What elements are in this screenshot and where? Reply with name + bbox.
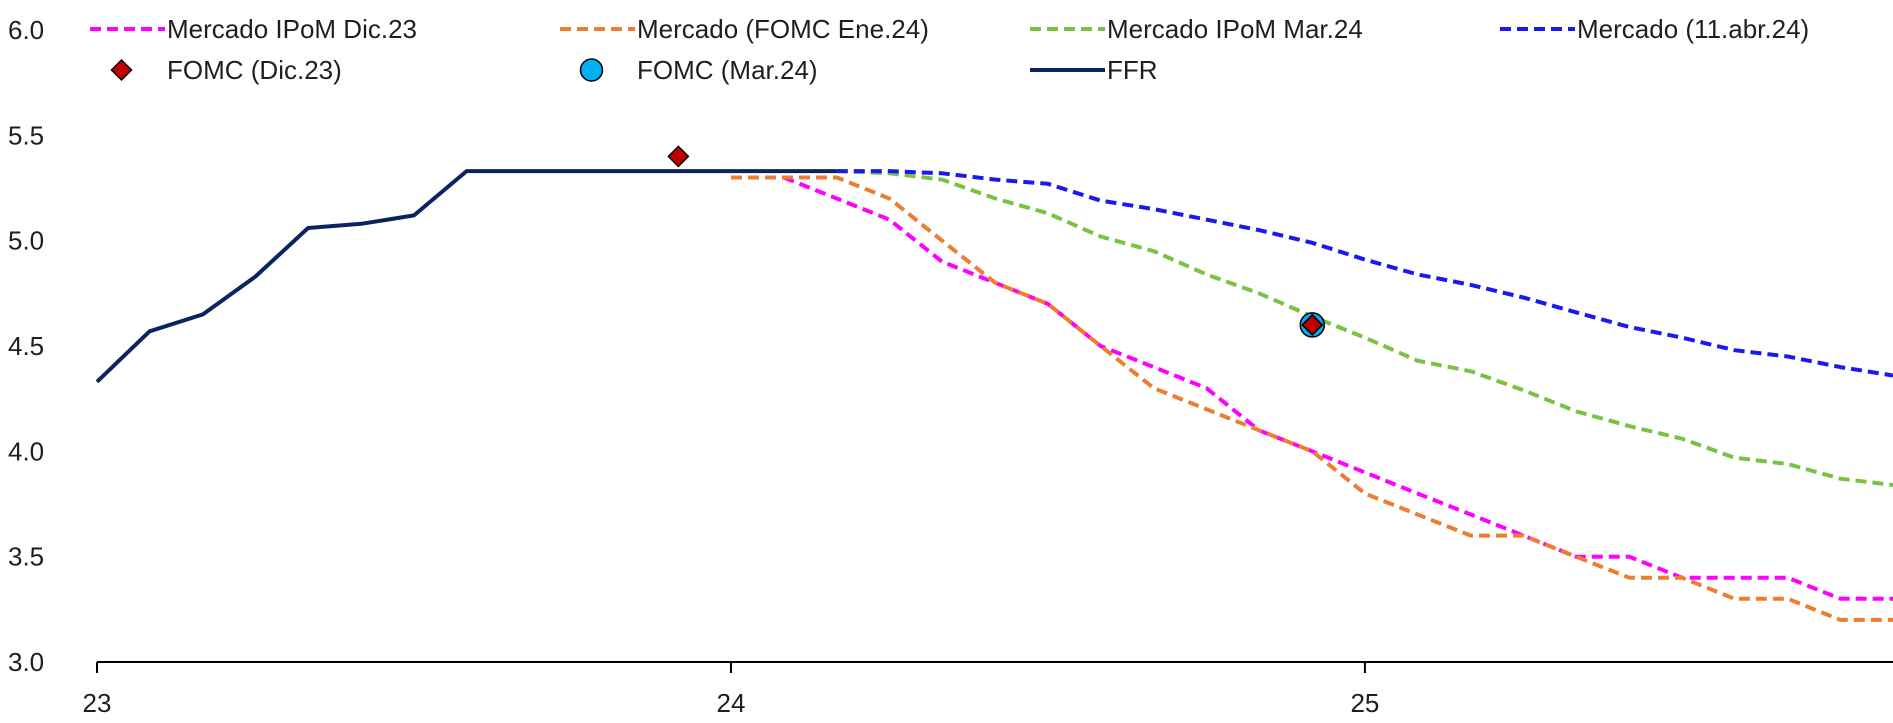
series-line-mercado-ipom-dic-23 bbox=[782, 175, 1893, 601]
marker-fomc-dic-23 bbox=[667, 145, 690, 168]
x-tick-label: 25 bbox=[1350, 688, 1379, 718]
marker-fomc-dic-23 bbox=[1301, 313, 1324, 336]
y-tick-label: 3.5 bbox=[8, 542, 44, 572]
plot-area bbox=[95, 169, 1893, 622]
legend-swatch bbox=[110, 58, 133, 82]
legend-item: FOMC (Dic.23) bbox=[110, 55, 342, 85]
series-line-mercado-11-abr-24 bbox=[836, 169, 1893, 378]
legend-label: Mercado IPoM Dic.23 bbox=[167, 14, 417, 44]
legend-item: Mercado IPoM Mar.24 bbox=[1030, 14, 1363, 44]
legend-label: Mercado (FOMC Ene.24) bbox=[637, 14, 929, 44]
y-tick-label: 4.5 bbox=[8, 331, 44, 361]
legend-label: Mercado (11.abr.24) bbox=[1577, 14, 1809, 44]
legend-item: Mercado IPoM Dic.23 bbox=[90, 14, 417, 44]
legend-label: FOMC (Dic.23) bbox=[167, 55, 342, 85]
legend: Mercado IPoM Dic.23 Mercado (FOMC Ene.24)… bbox=[90, 14, 1809, 85]
x-tick-label: 23 bbox=[83, 688, 112, 718]
x-tick-label: 24 bbox=[716, 688, 745, 718]
legend-item: FOMC (Mar.24) bbox=[579, 55, 818, 85]
legend-item: FFR bbox=[1030, 55, 1158, 85]
series-line-mercado-ipom-mar-24 bbox=[836, 169, 1893, 487]
y-tick-label: 4.0 bbox=[8, 436, 44, 466]
legend-label: FFR bbox=[1107, 55, 1158, 85]
series-line-mercado-fomc-ene-24 bbox=[731, 175, 1893, 622]
legend-item: Mercado (11.abr.24) bbox=[1500, 14, 1809, 44]
series-line-ffr bbox=[95, 169, 837, 384]
y-tick-label: 5.0 bbox=[8, 226, 44, 256]
y-axis: 3.0 3.5 4.0 4.5 5.0 5.5 6.0 bbox=[8, 15, 44, 677]
y-tick-label: 6.0 bbox=[8, 15, 44, 45]
y-tick-label: 3.0 bbox=[8, 647, 44, 677]
x-axis: 23 24 25 bbox=[83, 661, 1893, 718]
legend-label: FOMC (Mar.24) bbox=[637, 55, 818, 85]
marker-layer bbox=[667, 145, 1326, 338]
legend-item: Mercado (FOMC Ene.24) bbox=[560, 14, 929, 44]
y-tick-label: 5.5 bbox=[8, 120, 44, 150]
legend-label: Mercado IPoM Mar.24 bbox=[1107, 14, 1363, 44]
legend-swatch bbox=[579, 58, 604, 82]
